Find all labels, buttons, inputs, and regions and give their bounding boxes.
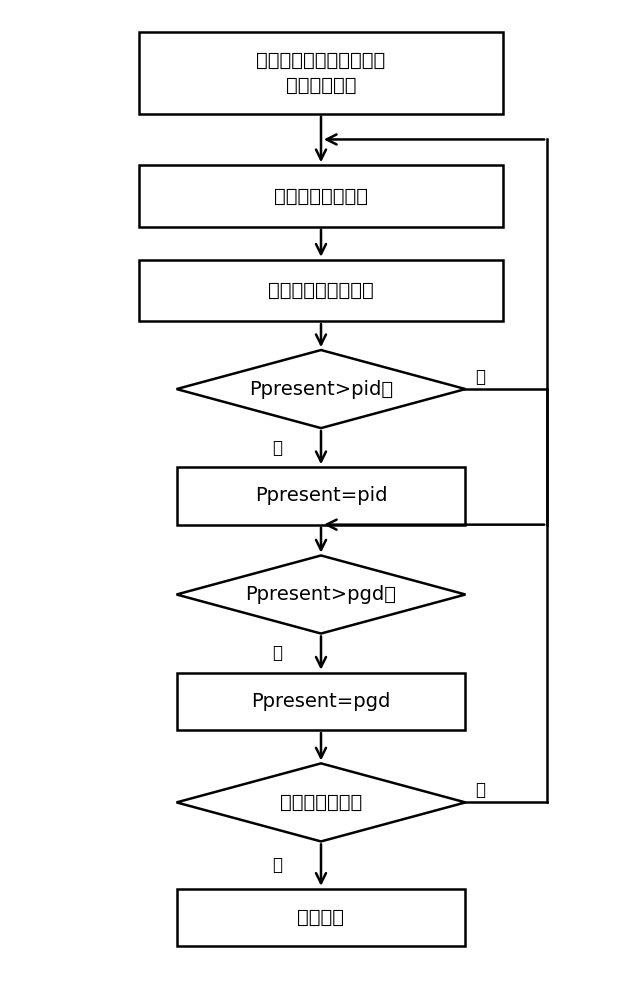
Text: Ppresent=pgd: Ppresent=pgd bbox=[251, 692, 391, 711]
Text: 更新粒子位置、速度: 更新粒子位置、速度 bbox=[268, 281, 374, 300]
FancyBboxPatch shape bbox=[139, 165, 503, 227]
Text: 满足终止条件？: 满足终止条件？ bbox=[280, 793, 362, 812]
Text: 否: 否 bbox=[475, 781, 485, 799]
FancyBboxPatch shape bbox=[139, 32, 503, 114]
Text: 是: 是 bbox=[272, 856, 282, 874]
Polygon shape bbox=[177, 555, 465, 634]
FancyBboxPatch shape bbox=[177, 467, 465, 525]
Text: Ppresent=pid: Ppresent=pid bbox=[255, 486, 387, 505]
Text: 初始化粒子速度和位置，
设置参数初值: 初始化粒子速度和位置， 设置参数初值 bbox=[256, 51, 386, 95]
FancyBboxPatch shape bbox=[177, 889, 465, 946]
Text: 是: 是 bbox=[272, 644, 282, 662]
Polygon shape bbox=[177, 350, 465, 428]
Text: 否: 否 bbox=[475, 368, 485, 386]
FancyBboxPatch shape bbox=[177, 673, 465, 730]
Text: 输出结果: 输出结果 bbox=[297, 908, 345, 927]
Text: Ppresent>pid？: Ppresent>pid？ bbox=[249, 380, 393, 399]
Text: 是: 是 bbox=[272, 439, 282, 457]
Text: Ppresent>pgd？: Ppresent>pgd？ bbox=[245, 585, 397, 604]
Polygon shape bbox=[177, 763, 465, 841]
FancyBboxPatch shape bbox=[139, 260, 503, 321]
Text: 计算粒子适应度值: 计算粒子适应度值 bbox=[274, 186, 368, 205]
